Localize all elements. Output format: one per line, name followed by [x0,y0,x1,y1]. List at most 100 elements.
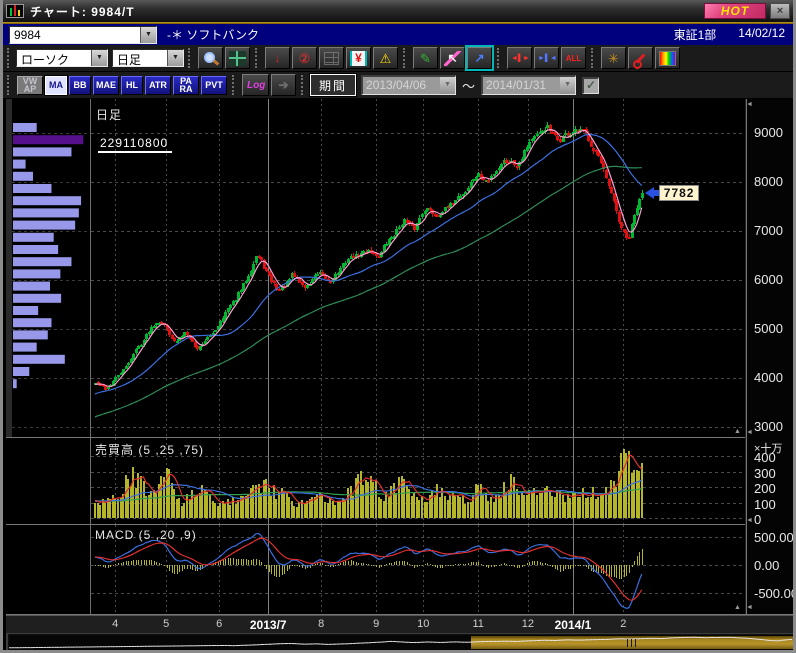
all-label: ALL [565,53,582,63]
macd-tick: 0.00 [754,558,780,573]
symbol-code-combobox[interactable]: 9984 ▼ [9,25,157,44]
app-icon [6,4,24,18]
date-from-value: 2013/04/06 [366,78,427,92]
grid-icon [229,50,246,66]
month-label: 6 [216,618,223,630]
period-button[interactable]: 期間 [308,73,358,97]
date-to-field[interactable]: 2014/01/31 ▼ [481,75,577,95]
price-axis: 9000 8000 7000 6000 5000 4000 3000 ×十万 400 300 2… [745,99,794,614]
price-tick: 5000 [754,321,783,336]
toolbar-grip[interactable] [403,48,408,68]
bar-compress-icon: ►▌◄ [538,54,557,62]
timeframe-combobox[interactable]: 日足 ▼ [112,49,184,67]
month-label: 9 [373,618,380,630]
month-label: 4 [112,618,119,630]
chevron-down-icon[interactable]: ▼ [140,26,156,43]
volume-tick: 200 [754,481,776,496]
panel-divider[interactable] [6,524,745,525]
show-all-button[interactable]: ALL [561,47,586,69]
chevron-down-icon[interactable]: ▼ [440,77,456,94]
expand-bars-button[interactable]: ◄▌► [507,47,532,69]
toolbar-grip[interactable] [255,48,260,68]
zoom-button[interactable] [198,47,223,69]
chevron-down-icon[interactable]: ▼ [560,77,576,94]
navigator-scrollbar[interactable] [8,634,793,650]
indicator-button-bb[interactable]: BB [69,75,91,95]
web-icon: ✳ [608,50,619,66]
indicator-button-ma[interactable]: MA [44,74,68,96]
log-scale-button[interactable]: Log [242,74,269,96]
color-settings-button[interactable] [655,47,680,69]
alert-button[interactable]: ⚠ [373,47,398,69]
indicator-button-hl[interactable]: HL [121,75,143,95]
volume-panel-label: 売買高 (5 ,25 ,75) [95,443,205,457]
toolbar-grip[interactable] [7,75,12,95]
indicator-button-vwap[interactable]: VW AP [17,75,43,95]
macd-tick: 500.00 [754,530,794,545]
chevron-down-icon[interactable]: ▼ [91,50,107,66]
indicator-button-mae[interactable]: MAE [93,75,119,95]
splitter-arrow-icon[interactable]: ◄ [746,517,753,524]
indicator-button-para[interactable]: PA RA [173,75,199,95]
month-label: 10 [417,618,430,630]
wrench-icon [632,51,649,69]
macd-chart-canvas[interactable] [91,525,745,614]
splitter-arrow-icon[interactable]: ◄ [746,604,753,611]
price-tick: 4000 [754,370,783,385]
table-icon [323,51,340,66]
splitter-arrow-icon[interactable]: ◄ [746,429,753,436]
indicator-button-pvt[interactable]: PVT [201,75,227,95]
compare-button[interactable]: ② [292,47,317,69]
price-tick: 9000 [754,125,783,140]
toolbar-grip[interactable] [232,75,237,95]
month-label: 12 [521,618,534,630]
macd-panel-label: MACD (5 ,20 ,9) [95,528,197,542]
pan-button[interactable]: ↗ [465,45,494,71]
toolbar-grip[interactable] [7,48,12,68]
indicator-button-atr[interactable]: ATR [145,75,171,95]
toolbar-grip[interactable] [188,48,193,68]
grid-toggle-button[interactable] [225,47,250,69]
last-price-tag: 7782 [644,184,700,201]
splitter-arrow-icon[interactable]: ◄ [746,101,753,108]
chevron-down-icon[interactable]: ▼ [167,50,183,66]
date-from-field[interactable]: 2013/04/06 ▼ [361,75,457,95]
title-bar: チャート: 9984/T HOT × [3,0,793,22]
chart-type-combobox[interactable]: ローソク ▼ [16,49,108,67]
panel-divider-vertical [90,99,91,614]
draw-button[interactable]: ✎ [413,47,438,69]
panel-divider[interactable] [6,437,745,438]
close-icon[interactable]: × [770,3,790,19]
trend-tool-button[interactable]: ↓ [265,47,290,69]
panel-collapse-icon[interactable]: ▲ [734,604,741,611]
panel-divider [6,614,793,615]
redo-button[interactable]: ➔ [271,74,296,96]
price-chart-canvas[interactable] [91,99,745,437]
time-axis: 4 5 6 2013/7 8 9 10 11 12 2014/1 2 [6,615,793,633]
price-arrow-icon [644,186,654,199]
table-view-button[interactable] [319,47,344,69]
date-to-value: 2014/01/31 [486,78,547,92]
pan-arrow-icon: ↗ [474,50,485,65]
pointer-button[interactable]: ↖ [440,47,465,69]
volume-tick: 0 [754,512,762,527]
web-link-button[interactable]: ✳ [601,47,626,69]
trend-arrow-icon: ↓ [274,50,281,65]
toolbar-grip[interactable] [497,48,502,68]
magnifier-icon [202,51,219,66]
toolbar-grip[interactable] [591,48,596,68]
indicator-button-group: VW AP MA BB MAE HL ATR PA RA PVT [16,74,228,96]
month-label: 2013/7 [249,618,287,632]
range-checkbox[interactable]: ✓ [582,76,600,94]
price-tick: 8000 [754,174,783,189]
chart-panel-label: 日足 [96,108,123,122]
compress-bars-button[interactable]: ►▌◄ [534,47,559,69]
hot-button[interactable]: HOT [704,3,766,19]
volume-tick: 400 [754,450,776,465]
price-info-button[interactable]: ¥ [346,47,371,69]
window-title: チャート: 9984/T [30,4,135,19]
volume-chart-canvas[interactable] [91,438,745,524]
panel-collapse-icon[interactable]: ▲ [734,428,741,435]
toolbar-grip[interactable] [301,75,306,95]
settings-button[interactable] [628,47,653,69]
